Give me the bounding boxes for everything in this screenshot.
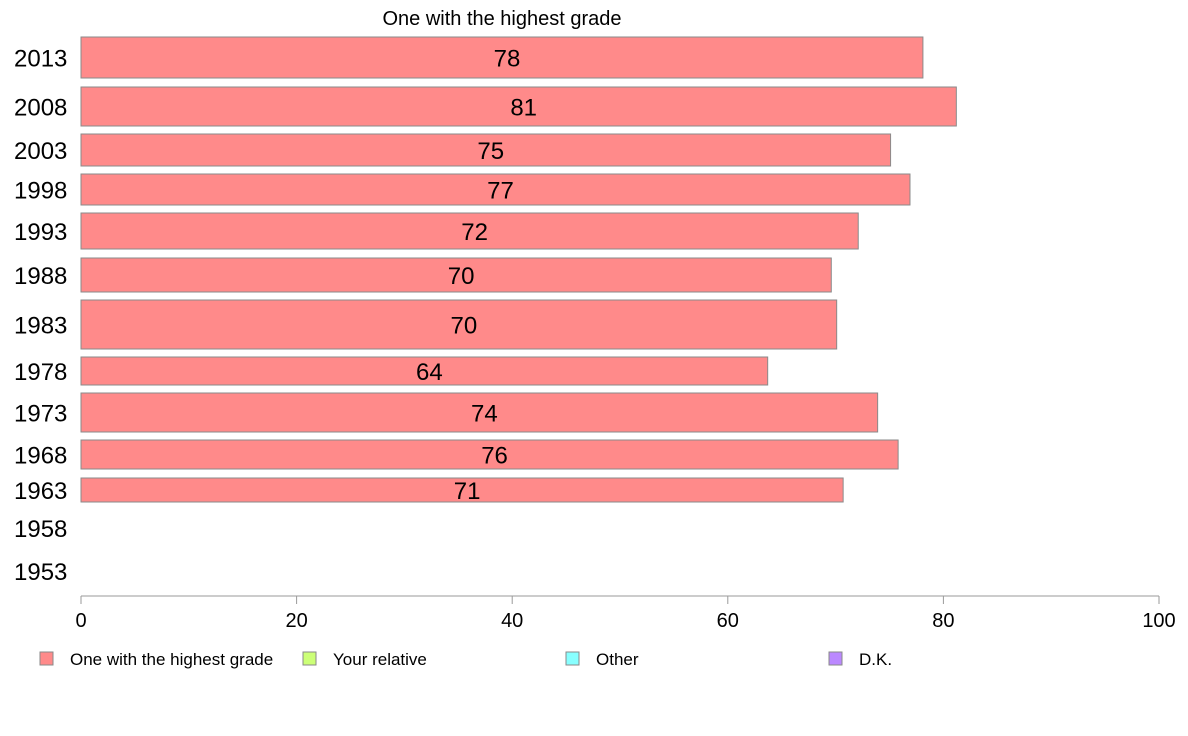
data-label-1963: 71	[454, 478, 481, 505]
bar-1993	[80, 212, 859, 250]
year-label-1998: 1998	[14, 178, 67, 205]
legend-label-one-with-the-highest-grade: One with the highest grade	[70, 650, 273, 669]
year-label-2003: 2003	[14, 138, 67, 165]
year-label-1968: 1968	[14, 443, 67, 470]
legend-swatch-d-k	[828, 651, 843, 666]
x-tick-label-80: 80	[932, 610, 954, 632]
legend-swatch-your-relative	[302, 651, 317, 666]
bar-1963	[80, 477, 844, 503]
year-label-1983: 1983	[14, 313, 67, 340]
year-label-1988: 1988	[14, 263, 67, 290]
year-label-1973: 1973	[14, 401, 67, 428]
bar-2003	[80, 133, 892, 167]
bar-1983	[80, 299, 838, 350]
year-label-1993: 1993	[14, 219, 67, 246]
year-label-1963: 1963	[14, 478, 67, 505]
x-tick-label-40: 40	[501, 610, 523, 632]
bar-1998	[80, 173, 911, 206]
data-label-2003: 75	[477, 138, 504, 165]
legend-label-your-relative: Your relative	[333, 650, 427, 669]
bar-2008	[80, 86, 957, 127]
x-tick-label-20: 20	[285, 610, 307, 632]
x-tick-label-100: 100	[1142, 610, 1175, 632]
legend-swatch-one-with-the-highest-grade	[39, 651, 54, 666]
bar-1988	[80, 257, 832, 293]
year-label-2013: 2013	[14, 46, 67, 73]
bars-group	[80, 36, 957, 503]
data-label-1998: 77	[487, 178, 514, 205]
legend-swatch-other	[565, 651, 580, 666]
x-tick-label-0: 0	[75, 610, 86, 632]
data-label-2013: 78	[494, 46, 521, 73]
legend-label-d-k: D.K.	[859, 650, 892, 669]
data-label-1973: 74	[471, 401, 498, 428]
data-label-1978: 64	[416, 359, 443, 386]
x-tick-label-60: 60	[717, 610, 739, 632]
year-labels-group: 2013 2008 2003 1998 1993 1988 1983 1978 1973 1968…	[14, 46, 67, 587]
data-label-1983: 70	[450, 313, 477, 340]
year-label-2008: 2008	[14, 95, 67, 122]
bar-2013	[80, 36, 924, 79]
x-axis: 0 20 40 60 80 100	[75, 595, 1176, 632]
legend: One with the highest grade Your relative O…	[39, 650, 892, 669]
chart-title: One with the highest grade	[382, 8, 621, 30]
year-label-1953: 1953	[14, 559, 67, 586]
data-label-1993: 72	[461, 219, 488, 246]
year-label-1958: 1958	[14, 516, 67, 543]
data-label-1988: 70	[448, 263, 475, 290]
year-label-1978: 1978	[14, 359, 67, 386]
bar-1968	[80, 439, 899, 470]
legend-label-other: Other	[596, 650, 639, 669]
bar-1973	[80, 392, 879, 433]
bar-1978	[80, 356, 769, 386]
data-label-1968: 76	[481, 443, 508, 470]
data-label-2008: 81	[510, 95, 537, 122]
